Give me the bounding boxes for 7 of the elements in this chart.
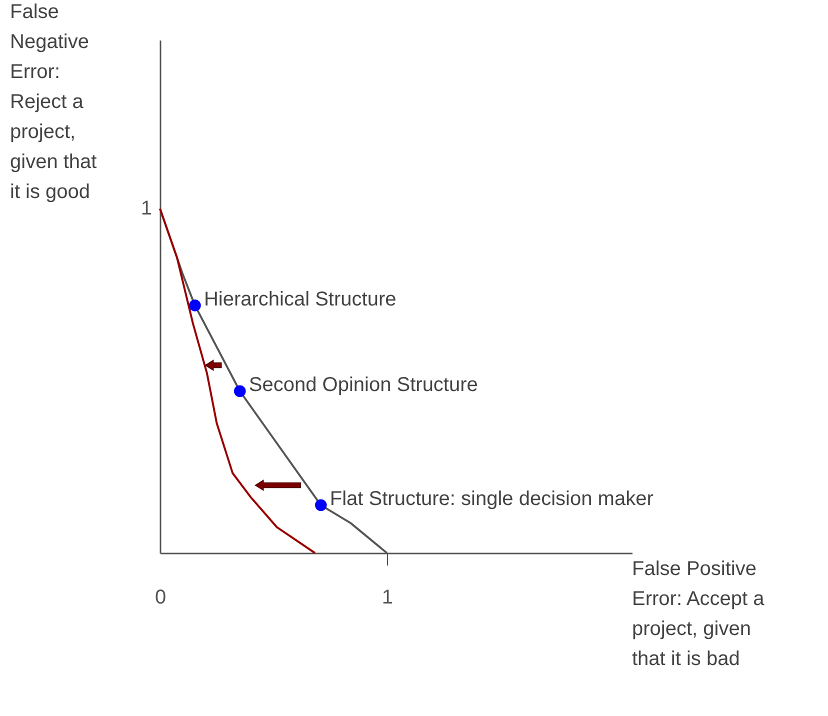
annotation: Hierarchical Structure xyxy=(204,288,396,310)
x-axis-title: False Positive Error: Accept a project, given that it is bad xyxy=(632,558,766,670)
annotation: Flat Structure: single decision maker xyxy=(330,488,654,510)
y-axis-title: False Negative Error: Reject a project, given that it is good xyxy=(10,1,98,203)
x-tick-label: 0 xyxy=(154,586,166,608)
annotation: 1 xyxy=(140,198,152,220)
annotation: Second Opinion Structure xyxy=(248,374,478,396)
